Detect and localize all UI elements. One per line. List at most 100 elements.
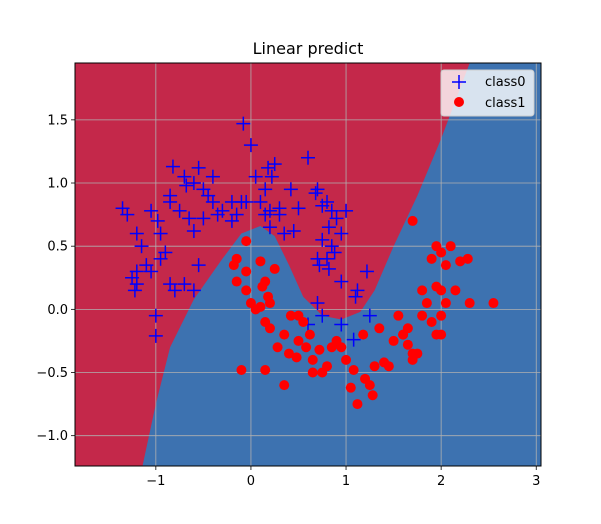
grid: [75, 63, 541, 466]
class1-point: [285, 310, 296, 321]
class0-point: [153, 226, 168, 241]
class1-point: [236, 364, 247, 375]
class1-point: [279, 380, 290, 391]
class0-point: [167, 283, 182, 298]
class1-point: [345, 382, 356, 393]
class0-point: [283, 182, 298, 197]
class0-point: [291, 201, 306, 216]
class0-point: [315, 308, 330, 323]
class1-point: [367, 390, 378, 401]
legend-label-class0: class0: [485, 75, 526, 90]
y-tick-label: 0.0: [47, 303, 68, 318]
class1-point: [436, 285, 447, 296]
class1-point: [436, 329, 447, 340]
x-tick-label: 1: [342, 474, 350, 489]
class1-point: [241, 285, 252, 296]
class0-point: [179, 178, 194, 193]
class0-point: [134, 239, 149, 254]
class0-point: [324, 239, 339, 254]
class1-point: [464, 298, 475, 309]
legend-label-class1: class1: [485, 96, 526, 111]
class1-point: [307, 354, 318, 365]
chart-title: Linear predict: [253, 39, 364, 58]
class0-point: [215, 203, 230, 218]
class0-point: [182, 211, 197, 226]
class1-point: [455, 256, 466, 267]
class1-point: [426, 316, 437, 327]
class1-point: [307, 367, 318, 378]
class0-point: [308, 186, 323, 201]
class0-point: [262, 220, 277, 235]
class1-point: [341, 354, 352, 365]
class0-point: [196, 211, 211, 226]
class0-point: [186, 283, 201, 298]
class1-point: [488, 298, 499, 309]
class1-point: [412, 348, 423, 359]
class1-point: [462, 253, 473, 264]
class1-point: [393, 310, 404, 321]
class1-point: [436, 310, 447, 321]
class1-point: [369, 361, 380, 372]
class1-point: [293, 335, 304, 346]
class0-point: [310, 296, 325, 311]
class0-point: [191, 160, 206, 175]
class1-point: [279, 329, 290, 340]
class0-point: [163, 194, 178, 209]
class0-point: [191, 258, 206, 273]
class1-point: [291, 352, 302, 363]
plot-frame: [74, 62, 542, 467]
class1-point: [298, 316, 309, 327]
class0-point: [327, 245, 342, 260]
class1-point: [352, 399, 363, 410]
class0-point: [165, 159, 180, 174]
class1-point: [231, 276, 242, 287]
class1-point: [436, 247, 447, 258]
class1-point: [388, 335, 399, 346]
class0-point: [272, 207, 287, 222]
class0-point: [334, 317, 349, 332]
class0-point: [236, 116, 251, 131]
class1-point: [264, 298, 275, 309]
class1-point: [421, 298, 432, 309]
x-axis: −1 0 1 2 3: [146, 466, 540, 489]
x-tick-label: −1: [146, 474, 165, 489]
class1-point: [336, 342, 347, 353]
class0-point: [346, 332, 361, 347]
class0-point: [334, 274, 349, 289]
legend-marker-class1: [454, 97, 464, 107]
class0-point: [127, 283, 142, 298]
class1-point: [417, 310, 428, 321]
class1-point: [383, 361, 394, 372]
class1-point: [304, 329, 315, 340]
class0-point: [320, 194, 335, 209]
class1-point: [257, 281, 268, 292]
class0-point: [129, 226, 144, 241]
class0-point: [239, 194, 254, 209]
class0-point: [129, 277, 144, 292]
class0-point: [362, 308, 377, 323]
class0-point: [324, 203, 339, 218]
x-tick-label: 2: [437, 474, 445, 489]
class0-point: [348, 289, 363, 304]
class0-point: [177, 169, 192, 184]
class0-point: [339, 203, 354, 218]
class1-point: [283, 348, 294, 359]
class1-point: [241, 266, 252, 277]
y-tick-label: 0.5: [47, 240, 68, 255]
class0-point: [329, 211, 344, 226]
y-tick-label: 1.0: [47, 177, 68, 192]
class1-point: [348, 364, 359, 375]
class1-point: [228, 260, 239, 271]
class0-point: [359, 264, 374, 279]
class1-point: [358, 329, 369, 340]
class0-point: [253, 194, 268, 209]
class0-point: [153, 251, 168, 266]
class1-point: [374, 323, 385, 334]
class1-point: [445, 241, 456, 252]
class1-point: [314, 344, 325, 355]
class0-point: [148, 328, 163, 343]
class0-point: [229, 207, 244, 222]
class0-point: [224, 194, 239, 209]
class0-point: [261, 160, 276, 175]
class1-point: [255, 256, 266, 267]
